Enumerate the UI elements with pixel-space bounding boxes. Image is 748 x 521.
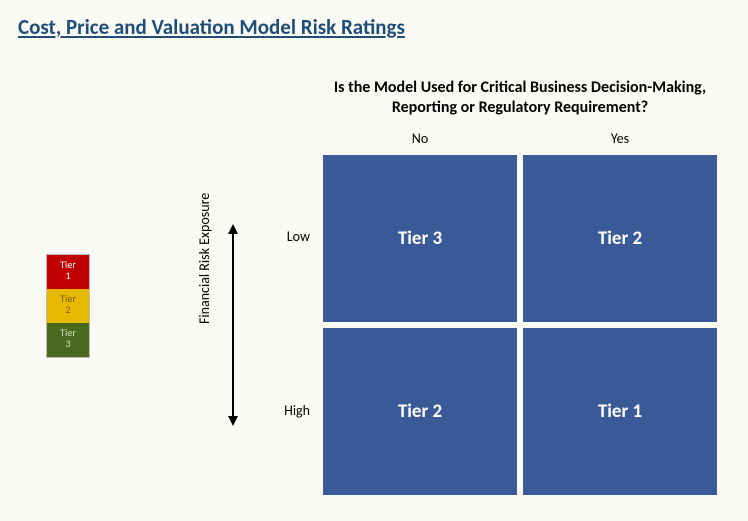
tier-legend: Tier1 Tier2 Tier3 bbox=[46, 254, 90, 358]
row-label-low: Low bbox=[262, 228, 310, 245]
legend-tier1: Tier1 bbox=[47, 255, 89, 289]
row-labels: Low High bbox=[262, 152, 310, 498]
yaxis-title: Financial Risk Exposure bbox=[196, 193, 213, 324]
matrix-cell-high-yes: Tier 1 bbox=[520, 325, 720, 498]
matrix-cell-low-yes: Tier 2 bbox=[520, 152, 720, 325]
matrix-cell-high-no: Tier 2 bbox=[320, 325, 520, 498]
matrix-cell-low-no: Tier 3 bbox=[320, 152, 520, 325]
col-header-no: No bbox=[320, 130, 520, 147]
yaxis-arrow-icon bbox=[232, 232, 234, 418]
legend-tier2: Tier2 bbox=[47, 289, 89, 323]
matrix-question: Is the Model Used for Critical Business … bbox=[320, 78, 720, 118]
legend-tier3: Tier3 bbox=[47, 323, 89, 357]
column-headers: No Yes bbox=[320, 130, 720, 147]
risk-matrix: Tier 3 Tier 2 Tier 2 Tier 1 bbox=[320, 152, 720, 498]
row-label-high: High bbox=[262, 402, 310, 419]
col-header-yes: Yes bbox=[520, 130, 720, 147]
page-title: Cost, Price and Valuation Model Risk Rat… bbox=[18, 14, 405, 40]
